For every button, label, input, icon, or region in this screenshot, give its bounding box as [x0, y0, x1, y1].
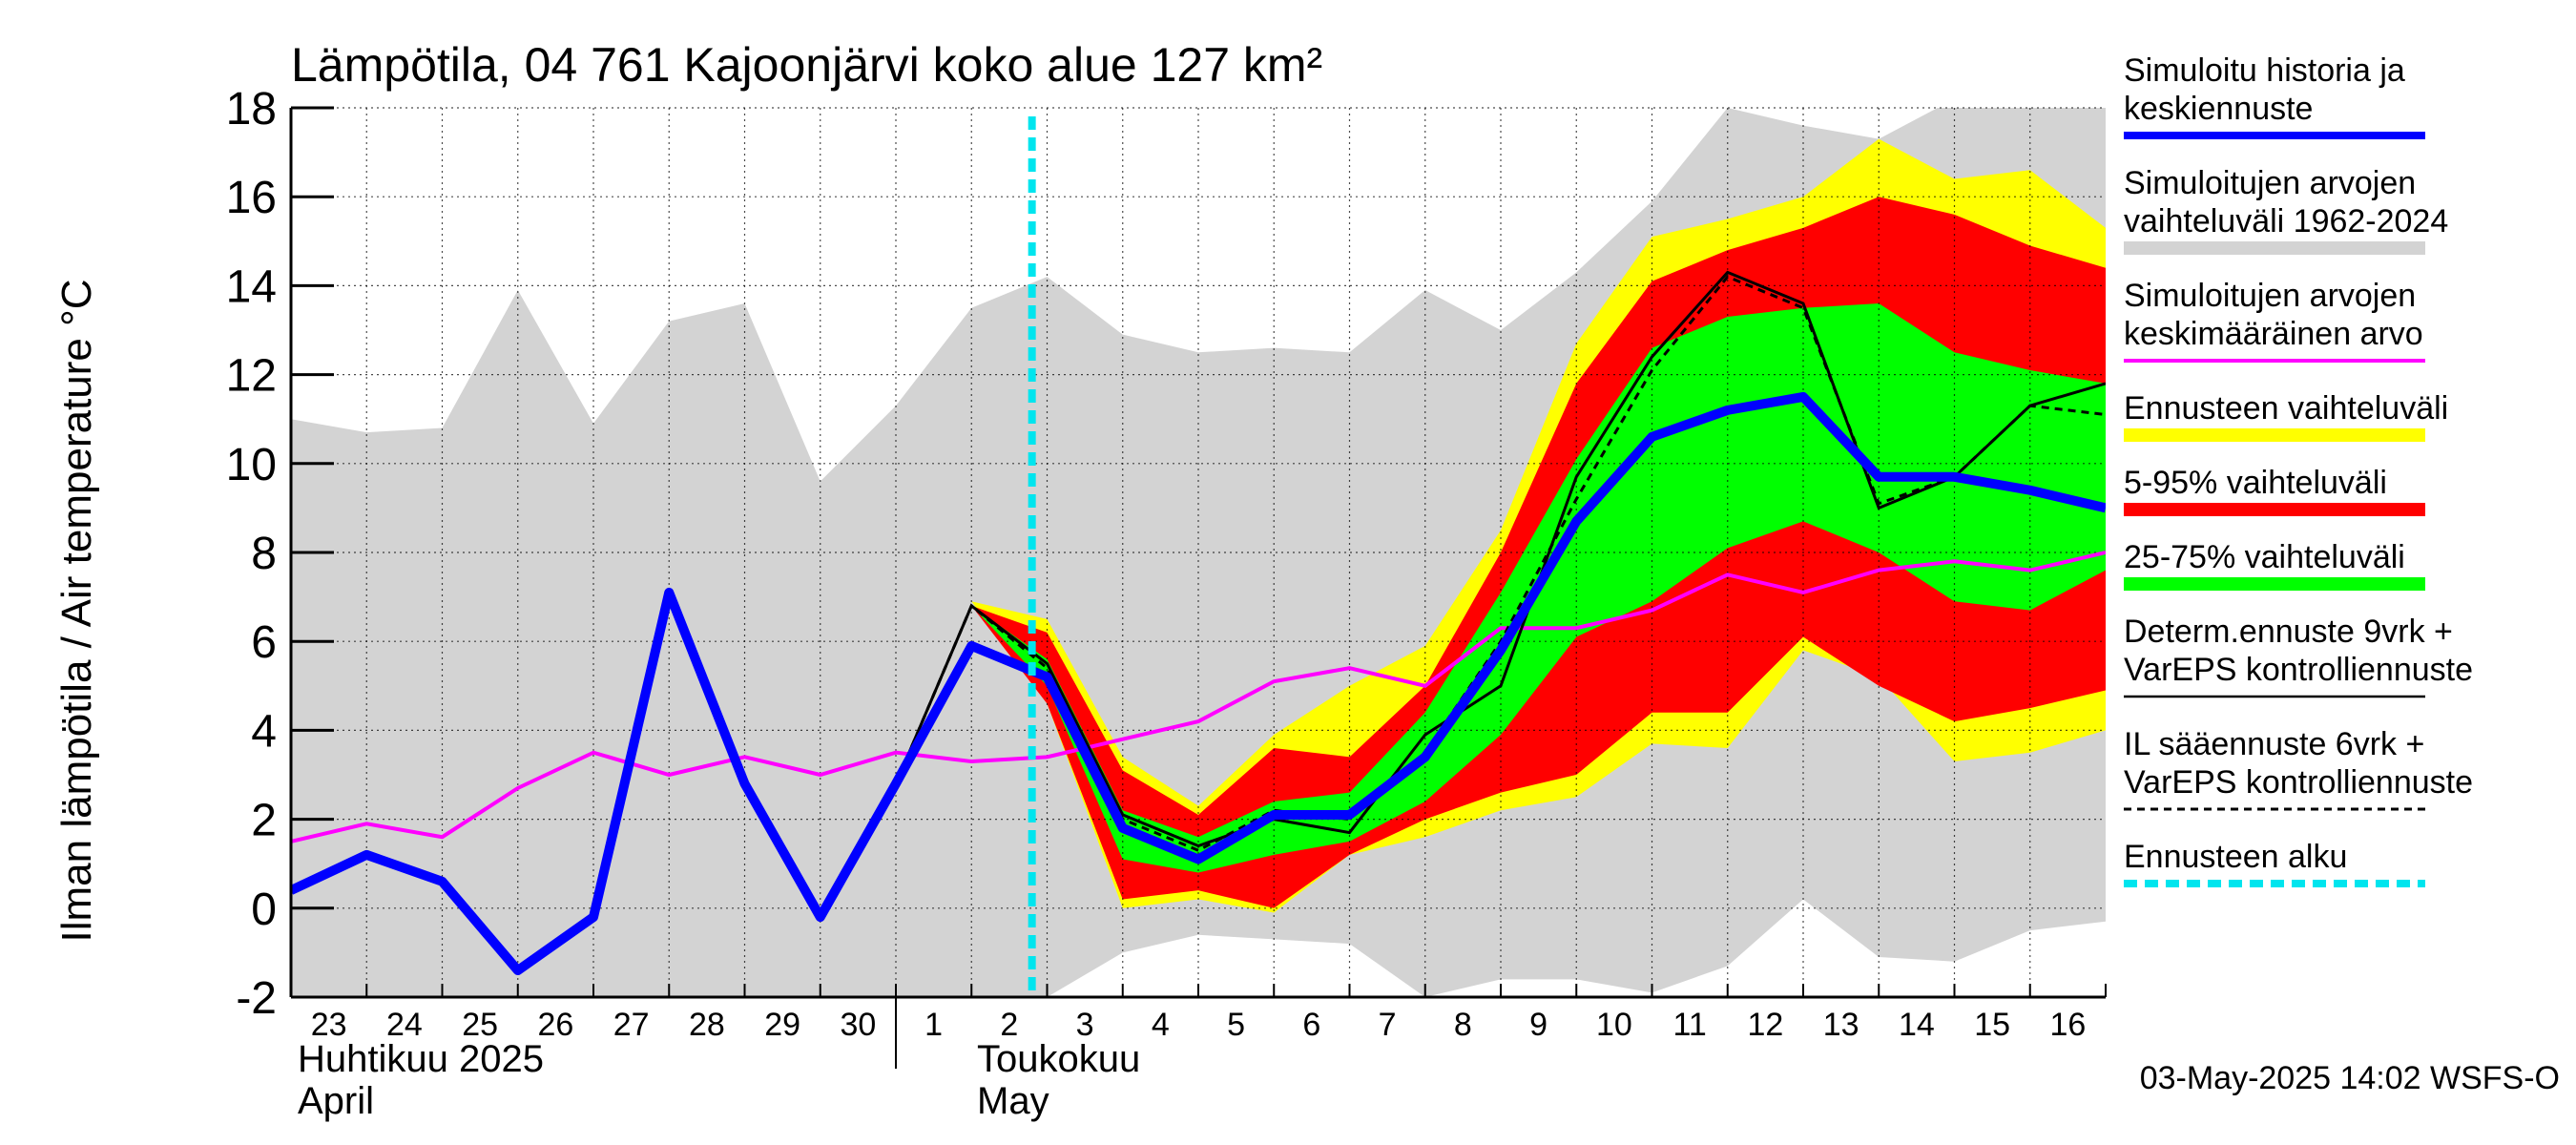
legend-label: IL sääennuste 6vrk + [2124, 726, 2424, 762]
x-tick-label: 14 [1899, 1007, 1935, 1043]
series-mean-line [291, 551, 2106, 843]
y-tick-label: 8 [251, 529, 277, 579]
x-tick-label: 24 [386, 1007, 423, 1043]
month-label-fi: Toukokuu [977, 1038, 1140, 1080]
x-tick-label: 8 [1454, 1007, 1472, 1043]
legend-label: vaihteluväli 1962-2024 [2124, 203, 2448, 239]
legend-label: Determ.ennuste 9vrk + [2124, 614, 2453, 650]
footer-timestamp: 03-May-2025 14:02 WSFS-O [2140, 1060, 2560, 1096]
x-tick-label: 6 [1302, 1007, 1320, 1043]
x-tick-label: 7 [1379, 1007, 1397, 1043]
x-tick-label: 11 [1672, 1007, 1706, 1043]
y-tick-label: 10 [226, 440, 277, 490]
x-tick-label: 4 [1152, 1007, 1170, 1043]
legend-label: Simuloitu historia ja [2124, 52, 2405, 89]
x-tick-label: 23 [311, 1007, 347, 1043]
y-tick-label: 0 [251, 885, 277, 935]
x-tick-label: 15 [1974, 1007, 2010, 1043]
x-tick-label: 2 [1000, 1007, 1018, 1043]
plot-lines [291, 116, 2106, 997]
y-tick-label: 16 [226, 173, 277, 223]
month-label-fi: Huhtikuu 2025 [298, 1038, 544, 1080]
x-tick-label: 16 [2049, 1007, 2086, 1043]
month-label-en: April [298, 1080, 374, 1122]
x-tick-label: 26 [537, 1007, 573, 1043]
legend-label: VarEPS kontrolliennuste [2124, 764, 2473, 801]
series-simulated-line [291, 391, 2106, 976]
y-tick-label: 18 [226, 84, 277, 135]
y-axis-title: Ilman lämpötila / Air temperature °C [53, 280, 100, 943]
x-tick-label: 12 [1747, 1007, 1783, 1043]
x-tick-label: 13 [1823, 1007, 1859, 1043]
x-tick-label: 30 [840, 1007, 876, 1043]
legend-label: keskimääräinen arvo [2124, 316, 2423, 352]
x-tick-label: 27 [613, 1007, 650, 1043]
x-tick-label: 3 [1076, 1007, 1094, 1043]
series-determ-line [894, 270, 2106, 848]
chart-title: Lämpötila, 04 761 Kajoonjärvi koko alue … [291, 38, 1322, 92]
legend-label: 25-75% vaihteluväli [2124, 539, 2405, 575]
x-tick-label: 29 [764, 1007, 800, 1043]
legend-label: VarEPS kontrolliennuste [2124, 652, 2473, 688]
x-tick-label: 5 [1227, 1007, 1245, 1043]
x-tick-label: 9 [1529, 1007, 1548, 1043]
x-tick-label: 10 [1596, 1007, 1632, 1043]
y-tick-label: 2 [251, 796, 277, 846]
legend-label: Ennusteen vaihteluväli [2124, 390, 2448, 427]
y-tick-label: 4 [251, 706, 277, 757]
legend-label: 5-95% vaihteluväli [2124, 465, 2387, 501]
y-tick-label: 12 [226, 351, 277, 402]
y-tick-label: 6 [251, 617, 277, 668]
x-tick-label: 28 [689, 1007, 725, 1043]
y-tick-label: -2 [236, 973, 277, 1024]
plot-grid [291, 107, 2106, 997]
legend-label: Simuloitujen arvojen [2124, 278, 2416, 314]
x-tick-label: 25 [462, 1007, 498, 1043]
legend-label: Ennusteen alku [2124, 839, 2347, 875]
month-label-en: May [977, 1080, 1049, 1122]
legend-label: Simuloitujen arvojen [2124, 165, 2416, 201]
legend-label: keskiennuste [2124, 91, 2313, 127]
y-tick-label: 14 [226, 261, 277, 312]
x-tick-label: 1 [924, 1007, 943, 1043]
